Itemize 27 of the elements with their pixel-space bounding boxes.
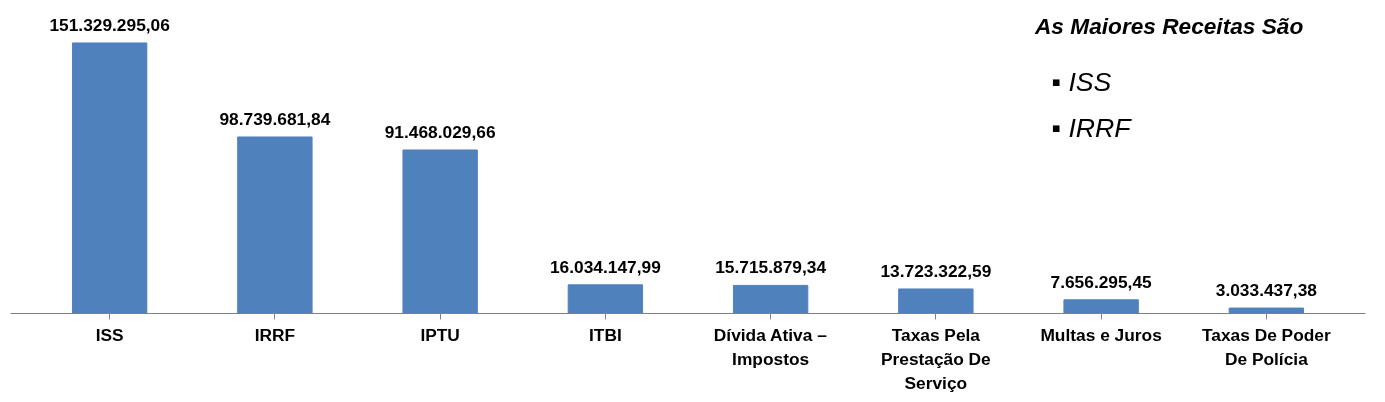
x-tick-label: Dívida Ativa – Impostos xyxy=(713,324,828,369)
data-label: 13.723.322,59 xyxy=(880,260,992,281)
annotation: ▪ ISS xyxy=(1051,67,1112,98)
bar xyxy=(732,284,809,314)
data-label: 16.034.147,99 xyxy=(549,256,661,277)
data-label: 91.468.029,66 xyxy=(384,121,496,142)
bar xyxy=(1228,307,1305,314)
text: As Maiores Receitas São xyxy=(1034,13,1304,40)
annotation: ▪ IRRF xyxy=(1051,113,1133,144)
x-tick-label: ITBI xyxy=(589,324,622,345)
data-label: 98.739.681,84 xyxy=(219,108,331,129)
bar xyxy=(1063,299,1139,314)
x-tick-label: Multas e Juros xyxy=(1040,324,1162,345)
data-label: 15.715.879,34 xyxy=(715,257,827,278)
bar xyxy=(898,288,974,314)
data-label: 151.329.295,06 xyxy=(49,14,171,35)
x-tick-label: Taxas De Poder De Polícia xyxy=(1201,324,1331,369)
x-tick-label: Taxas Pela Prestação De Serviço xyxy=(880,324,992,393)
bar xyxy=(567,284,644,314)
bar xyxy=(402,149,478,314)
data-label: 3.033.437,38 xyxy=(1215,280,1318,301)
x-tick-label: IRRF xyxy=(254,324,296,345)
bar xyxy=(71,42,148,314)
bar xyxy=(237,136,313,314)
data-label: 7.656.295,45 xyxy=(1050,271,1153,292)
x-tick-label: IPTU xyxy=(420,324,460,345)
x-tick-label: ISS xyxy=(95,324,124,345)
